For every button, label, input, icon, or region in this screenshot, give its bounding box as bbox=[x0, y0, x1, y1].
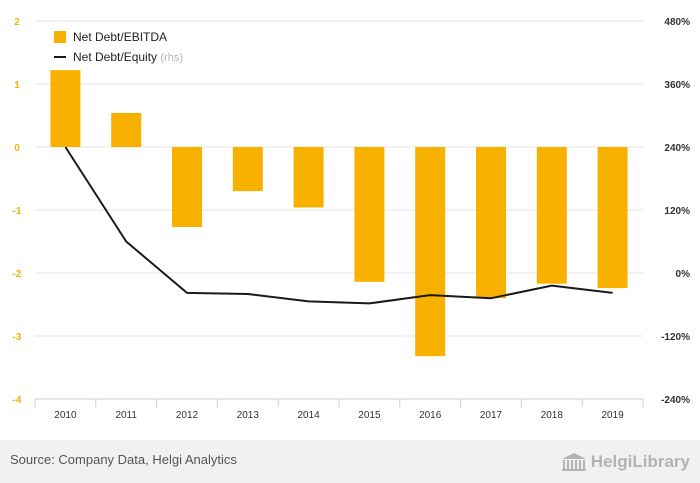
x-axis-tick-label: 2010 bbox=[54, 410, 77, 421]
right-axis-tick-label: 240% bbox=[664, 143, 690, 154]
bar bbox=[476, 147, 506, 299]
x-axis-tick-label: 2019 bbox=[601, 410, 624, 421]
bar bbox=[354, 147, 385, 282]
left-axis-tick-label: 2 bbox=[14, 17, 20, 28]
right-axis-tick-label: 120% bbox=[664, 206, 690, 217]
x-axis-tick-label: 2016 bbox=[419, 410, 442, 421]
bar bbox=[232, 147, 263, 192]
legend-swatch-bar bbox=[54, 31, 66, 43]
bar bbox=[111, 112, 142, 147]
x-axis-tick-label: 2012 bbox=[176, 410, 199, 421]
legend-label: Net Debt/EBITDA bbox=[73, 30, 167, 44]
left-axis-tick-label: -1 bbox=[13, 206, 22, 217]
bar bbox=[172, 147, 202, 228]
x-axis-tick-label: 2017 bbox=[480, 410, 503, 421]
x-axis-tick-label: 2014 bbox=[297, 410, 320, 421]
left-axis-tick-label: 0 bbox=[14, 143, 20, 154]
brand-logo: HelgiLibrary bbox=[561, 449, 690, 475]
chart-svg: -4 -3 -2 -1 0 1 2 -240% -120% 0% 120% 240% 360% 480% 2… bbox=[13, 17, 691, 421]
chart: -4 -3 -2 -1 0 1 2 -240% -120% 0% 120% 240% 360% 480% 2… bbox=[13, 17, 691, 421]
x-axis-tick-label: 2015 bbox=[358, 410, 381, 421]
right-axis-tick-label: 0% bbox=[676, 269, 691, 280]
source-text: Source: Company Data, Helgi Analytics bbox=[10, 452, 237, 467]
brand-name: HelgiLibrary bbox=[590, 452, 690, 471]
right-axis-tick-label: 480% bbox=[664, 17, 690, 28]
x-axis-tick-label: 2013 bbox=[237, 410, 260, 421]
right-axis-tick-label: 360% bbox=[664, 80, 690, 91]
legend-label: Net Debt/Equity (rhs) bbox=[73, 50, 183, 64]
bar bbox=[415, 147, 446, 357]
left-axis-tick-label: -3 bbox=[13, 332, 22, 343]
x-axis-tick-label: 2018 bbox=[541, 410, 564, 421]
right-axis-tick-label: -120% bbox=[661, 332, 690, 343]
bar bbox=[536, 147, 567, 284]
bar bbox=[597, 147, 628, 289]
x-axis-tick-label: 2011 bbox=[115, 410, 137, 421]
bar bbox=[293, 147, 324, 208]
left-axis-tick-label: -4 bbox=[13, 395, 22, 406]
series-line bbox=[64, 146, 613, 305]
footer: Source: Company Data, Helgi Analytics He… bbox=[0, 440, 700, 483]
right-axis-tick-label: -240% bbox=[661, 395, 690, 406]
left-axis-tick-label: 1 bbox=[14, 80, 20, 91]
left-axis-tick-label: -2 bbox=[13, 269, 22, 280]
bar bbox=[50, 70, 81, 147]
library-building-icon bbox=[561, 453, 586, 471]
